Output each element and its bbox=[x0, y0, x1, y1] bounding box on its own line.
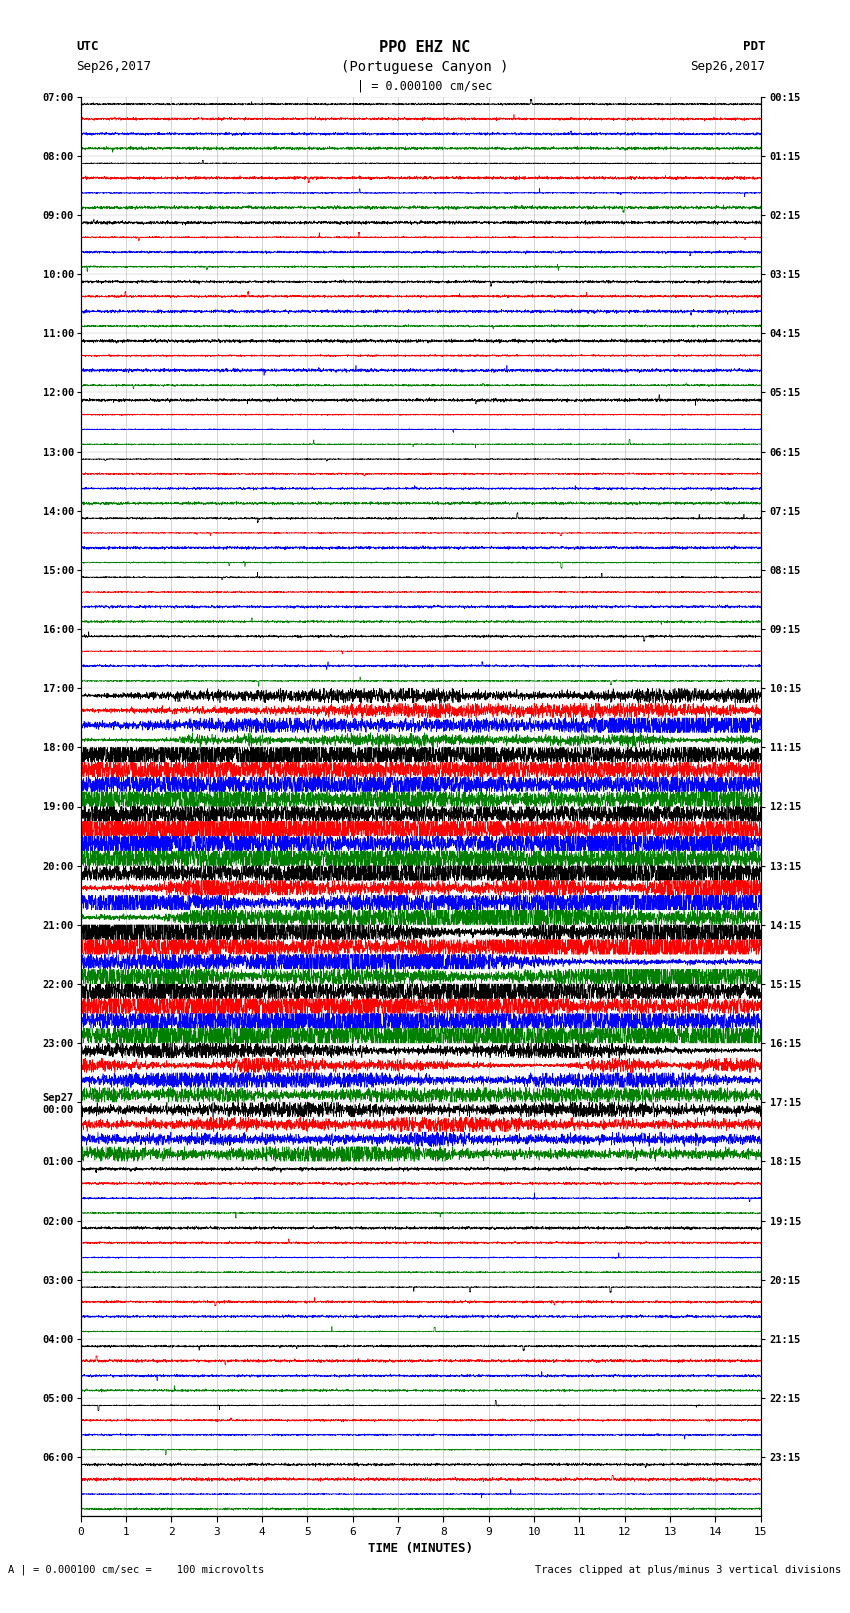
Text: Sep26,2017: Sep26,2017 bbox=[690, 60, 765, 73]
Text: Sep26,2017: Sep26,2017 bbox=[76, 60, 151, 73]
Text: (Portuguese Canyon ): (Portuguese Canyon ) bbox=[341, 60, 509, 74]
Text: UTC: UTC bbox=[76, 40, 99, 53]
Text: PDT: PDT bbox=[743, 40, 765, 53]
Text: PPO EHZ NC: PPO EHZ NC bbox=[379, 40, 471, 55]
Text: A | = 0.000100 cm/sec =    100 microvolts: A | = 0.000100 cm/sec = 100 microvolts bbox=[8, 1565, 264, 1576]
Text: | = 0.000100 cm/sec: | = 0.000100 cm/sec bbox=[357, 79, 493, 92]
X-axis label: TIME (MINUTES): TIME (MINUTES) bbox=[368, 1542, 473, 1555]
Text: Traces clipped at plus/minus 3 vertical divisions: Traces clipped at plus/minus 3 vertical … bbox=[536, 1565, 842, 1574]
